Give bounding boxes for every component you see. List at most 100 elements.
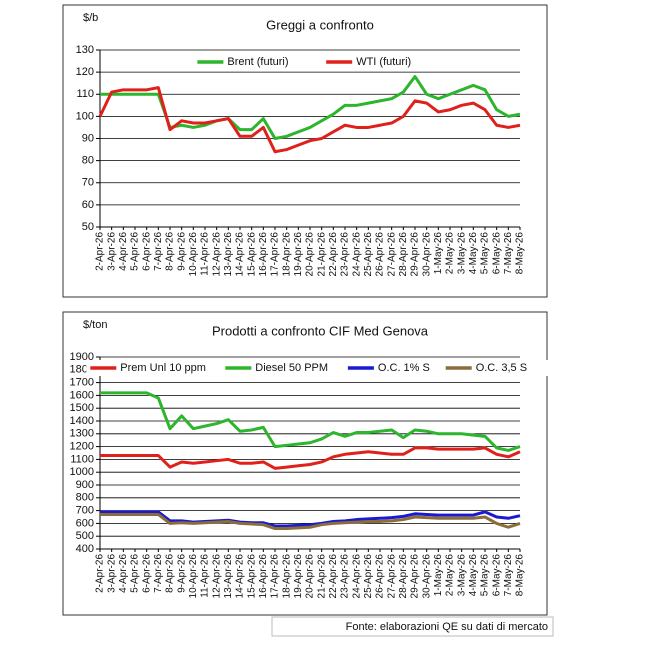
- x-tick-label: 6-May-26: [491, 554, 502, 597]
- x-tick-label: 8-Apr-26: [165, 554, 176, 593]
- x-tick-label: 24-Apr-26: [351, 232, 362, 277]
- x-tick-label: 8-May-26: [515, 554, 526, 597]
- legend-label: Diesel 50 PPM: [255, 362, 328, 374]
- x-tick-label: 15-Apr-26: [246, 232, 257, 277]
- x-tick-label: 27-Apr-26: [386, 554, 397, 599]
- y-tick-label: 1500: [70, 402, 94, 414]
- x-tick-label: 2-May-26: [445, 232, 456, 275]
- chart-frame: [62, 4, 548, 298]
- x-tick-label: 13-Apr-26: [223, 232, 234, 277]
- x-tick-label: 26-Apr-26: [375, 554, 386, 599]
- legend-label: Prem Unl 10 ppm: [120, 362, 206, 374]
- x-tick-label: 8-Apr-26: [165, 232, 176, 271]
- y-tick-label: 1400: [70, 415, 94, 427]
- x-tick-label: 23-Apr-26: [340, 232, 351, 277]
- x-tick-label: 4-May-26: [468, 232, 479, 275]
- x-tick-label: 25-Apr-26: [363, 554, 374, 599]
- x-tick-label: 16-Apr-26: [258, 554, 269, 599]
- x-tick-label: 5-May-26: [480, 232, 491, 275]
- legend-label: WTI (futuri): [356, 56, 411, 68]
- x-tick-label: 12-Apr-26: [211, 554, 222, 599]
- chart-title: Greggi a confronto: [266, 17, 374, 32]
- y-tick-label: 1700: [70, 377, 94, 389]
- y-axis-label: $/b: [83, 12, 98, 24]
- x-tick-label: 6-Apr-26: [141, 232, 152, 271]
- source: Fonte: elaborazioni QE su dati di mercat…: [346, 621, 548, 633]
- chart-title: Prodotti a confronto CIF Med Genova: [212, 323, 429, 338]
- x-tick-label: 10-Apr-26: [188, 232, 199, 277]
- y-tick-label: 60: [82, 199, 94, 211]
- x-tick-label: 12-Apr-26: [211, 232, 222, 277]
- y-tick-label: 700: [76, 505, 94, 517]
- x-tick-label: 11-Apr-26: [200, 554, 211, 598]
- y-tick-label: 800: [76, 492, 94, 504]
- y-tick-label: 120: [76, 66, 94, 78]
- y-tick-label: 1100: [70, 453, 94, 465]
- y-tick-label: 80: [82, 155, 94, 167]
- x-tick-label: 11-Apr-26: [200, 232, 211, 276]
- x-tick-label: 21-Apr-26: [316, 232, 327, 277]
- x-tick-label: 7-Apr-26: [153, 554, 164, 593]
- x-tick-label: 29-Apr-26: [410, 554, 421, 599]
- y-tick-label: 900: [76, 479, 94, 491]
- legend-bg: [86, 360, 552, 376]
- y-tick-label: 90: [82, 132, 94, 144]
- x-tick-label: 5-Apr-26: [130, 232, 141, 271]
- series-line: [100, 510, 521, 528]
- x-tick-label: 14-Apr-26: [235, 554, 246, 599]
- x-tick-label: 28-Apr-26: [398, 554, 409, 599]
- x-tick-label: 30-Apr-26: [421, 232, 432, 277]
- x-tick-label: 2-May-26: [445, 554, 456, 597]
- x-tick-label: 18-Apr-26: [281, 554, 292, 599]
- x-tick-label: 21-Apr-26: [316, 554, 327, 599]
- y-tick-label: 1900: [70, 351, 94, 363]
- x-tick-label: 28-Apr-26: [398, 232, 409, 277]
- x-tick-label: 2-Apr-26: [95, 554, 106, 593]
- x-tick-label: 15-Apr-26: [246, 554, 257, 599]
- x-tick-label: 26-Apr-26: [375, 232, 386, 277]
- series-line: [100, 512, 521, 531]
- x-tick-label: 5-May-26: [480, 554, 491, 597]
- y-tick-label: 600: [76, 517, 94, 529]
- x-tick-label: 1-May-26: [433, 554, 444, 597]
- x-tick-label: 7-May-26: [503, 554, 514, 597]
- x-tick-label: 24-Apr-26: [351, 554, 362, 599]
- x-tick-label: 6-May-26: [491, 232, 502, 275]
- x-tick-label: 23-Apr-26: [340, 554, 351, 599]
- x-tick-label: 9-Apr-26: [176, 554, 187, 593]
- x-tick-label: 4-Apr-26: [118, 232, 129, 271]
- legend-label: O.C. 1% S: [378, 362, 430, 374]
- y-tick-label: 1000: [70, 466, 94, 478]
- series-line: [100, 391, 521, 452]
- x-tick-label: 22-Apr-26: [328, 554, 339, 599]
- x-tick-label: 30-Apr-26: [421, 554, 432, 599]
- x-tick-label: 17-Apr-26: [270, 554, 281, 599]
- x-tick-label: 3-Apr-26: [106, 554, 117, 593]
- x-tick-label: 6-Apr-26: [141, 554, 152, 593]
- y-tick-label: 50: [82, 221, 94, 233]
- x-tick-label: 3-Apr-26: [106, 232, 117, 271]
- x-tick-label: 13-Apr-26: [223, 554, 234, 599]
- y-tick-label: 1300: [70, 428, 94, 440]
- x-tick-label: 3-May-26: [456, 232, 467, 275]
- y-tick-label: 500: [76, 530, 94, 542]
- y-tick-label: 100: [76, 110, 94, 122]
- x-tick-label: 29-Apr-26: [410, 232, 421, 277]
- x-tick-label: 2-Apr-26: [95, 232, 106, 271]
- x-tick-label: 20-Apr-26: [305, 554, 316, 599]
- x-tick-label: 20-Apr-26: [305, 232, 316, 277]
- x-tick-label: 10-Apr-26: [188, 554, 199, 599]
- x-tick-label: 19-Apr-26: [293, 232, 304, 277]
- x-tick-label: 3-May-26: [456, 554, 467, 597]
- x-tick-label: 22-Apr-26: [328, 232, 339, 277]
- x-tick-label: 4-Apr-26: [118, 554, 129, 593]
- y-tick-label: 70: [82, 177, 94, 189]
- x-tick-label: 17-Apr-26: [270, 232, 281, 277]
- x-tick-label: 9-Apr-26: [176, 232, 187, 271]
- x-tick-label: 27-Apr-26: [386, 232, 397, 277]
- x-tick-label: 7-Apr-26: [153, 232, 164, 271]
- source-box: [271, 616, 554, 637]
- x-tick-label: 14-Apr-26: [235, 232, 246, 277]
